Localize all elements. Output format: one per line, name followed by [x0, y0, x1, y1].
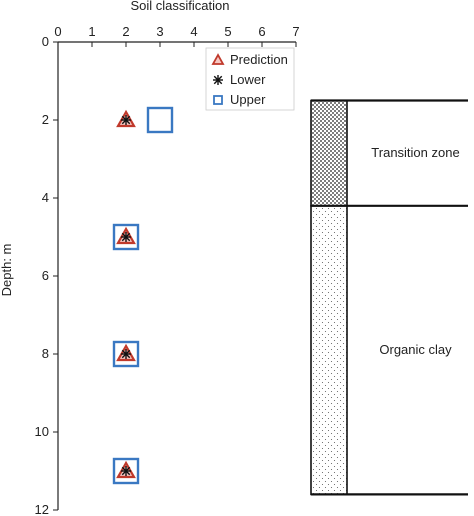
y-tick-label: 8: [42, 346, 49, 361]
data-marks: [112, 106, 174, 485]
profile-layer-fill: [310, 99, 348, 207]
x-tick-label: 6: [258, 24, 265, 39]
legend-label: Prediction: [230, 52, 288, 67]
lower-point: [121, 115, 131, 125]
x-tick-label: 4: [190, 24, 197, 39]
legend-lower-marker: [213, 75, 223, 85]
lower-point: [121, 349, 131, 359]
y-tick-label: 10: [35, 424, 49, 439]
y-tick-label: 2: [42, 112, 49, 127]
upper-point: [112, 340, 140, 368]
y-axis-title: Depth: m: [0, 244, 14, 297]
x-tick-label: 0: [54, 24, 61, 39]
legend-label: Lower: [230, 72, 266, 87]
lower-point: [121, 232, 131, 242]
legend: Prediction Lower Upper: [205, 47, 295, 111]
y-tick-label: 12: [35, 502, 49, 516]
profile-layer-label: Organic clay: [379, 342, 452, 357]
lower-point: [121, 466, 131, 476]
x-tick-label: 3: [156, 24, 163, 39]
profile-layer-fill: [310, 205, 348, 496]
upper-point: [146, 106, 174, 134]
legend-label: Upper: [230, 92, 266, 107]
legend-prediction-marker: [211, 53, 225, 65]
y-tick-label: 6: [42, 268, 49, 283]
y-tick-label: 4: [42, 190, 49, 205]
x-axis-title: Soil classification: [131, 0, 230, 13]
profile-layer-label: Transition zone: [371, 145, 459, 160]
y-tick-label: 0: [42, 34, 49, 49]
upper-point: [112, 223, 140, 251]
x-tick-label: 1: [88, 24, 95, 39]
soil-profile: Transition zone Organic clay: [310, 99, 468, 496]
x-tick-label: 7: [292, 24, 299, 39]
upper-point: [112, 457, 140, 485]
x-tick-label: 5: [224, 24, 231, 39]
legend-upper-marker: [213, 95, 223, 105]
x-tick-label: 2: [122, 24, 129, 39]
